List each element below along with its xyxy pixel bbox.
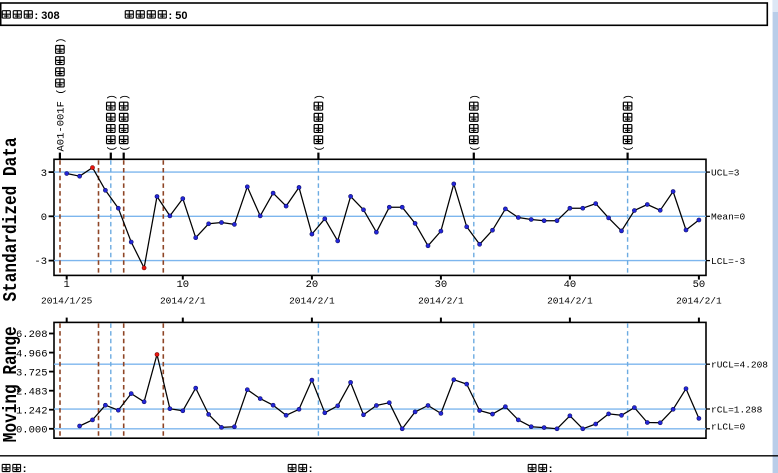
svg-text:50: 50 — [693, 279, 706, 291]
svg-text:rUCL=4.208: rUCL=4.208 — [711, 360, 768, 371]
svg-text:2.483: 2.483 — [16, 386, 48, 398]
svg-text:2014/2/1: 2014/2/1 — [676, 296, 722, 307]
svg-text:3.725: 3.725 — [16, 367, 48, 379]
svg-text:): ) — [469, 94, 481, 100]
svg-text:rLCL=0: rLCL=0 — [711, 421, 746, 432]
svg-text:rCL=1.288: rCL=1.288 — [711, 404, 763, 415]
svg-text:10: 10 — [176, 279, 189, 291]
svg-text:40: 40 — [564, 279, 577, 291]
svg-text:Standardized Data: Standardized Data — [1, 137, 23, 301]
svg-text:: 50: : 50 — [169, 10, 188, 22]
svg-text:2014/2/1: 2014/2/1 — [160, 296, 206, 307]
svg-text:(: ( — [119, 145, 131, 151]
svg-text:LCL=-3: LCL=-3 — [711, 256, 746, 267]
svg-text:(: ( — [469, 145, 481, 151]
svg-text:1.242: 1.242 — [16, 405, 48, 417]
svg-text:6.208: 6.208 — [16, 329, 48, 341]
svg-text:(: ( — [106, 145, 118, 151]
svg-text:30: 30 — [435, 279, 448, 291]
svg-text:Moving Range: Moving Range — [1, 326, 23, 442]
svg-text::: : — [309, 463, 313, 473]
svg-text:A01-001F (: A01-001F ( — [56, 88, 68, 151]
svg-text:: 308: : 308 — [35, 10, 60, 22]
svg-text:20: 20 — [306, 279, 319, 291]
svg-text:): ) — [314, 94, 326, 100]
svg-text:2014/2/1: 2014/2/1 — [418, 296, 464, 307]
svg-text:1: 1 — [64, 279, 70, 291]
svg-text:2014/1/25: 2014/1/25 — [41, 296, 93, 307]
svg-text:4.966: 4.966 — [16, 348, 48, 360]
svg-text:): ) — [623, 94, 635, 100]
svg-text:UCL=3: UCL=3 — [711, 168, 740, 179]
svg-text:3: 3 — [41, 168, 47, 180]
svg-text:(: ( — [314, 145, 326, 151]
svg-text::: : — [23, 463, 27, 473]
svg-text:(: ( — [623, 145, 635, 151]
svg-text:): ) — [119, 94, 131, 100]
svg-text:): ) — [106, 94, 118, 100]
svg-text:): ) — [56, 37, 68, 43]
svg-text:2014/2/1: 2014/2/1 — [547, 296, 593, 307]
svg-text::: : — [549, 463, 553, 473]
svg-text:2014/2/1: 2014/2/1 — [289, 296, 335, 307]
svg-text:-3: -3 — [34, 256, 47, 268]
svg-text:0.000: 0.000 — [16, 425, 48, 437]
svg-text:Mean=0: Mean=0 — [711, 212, 746, 223]
svg-text:0: 0 — [41, 212, 47, 224]
